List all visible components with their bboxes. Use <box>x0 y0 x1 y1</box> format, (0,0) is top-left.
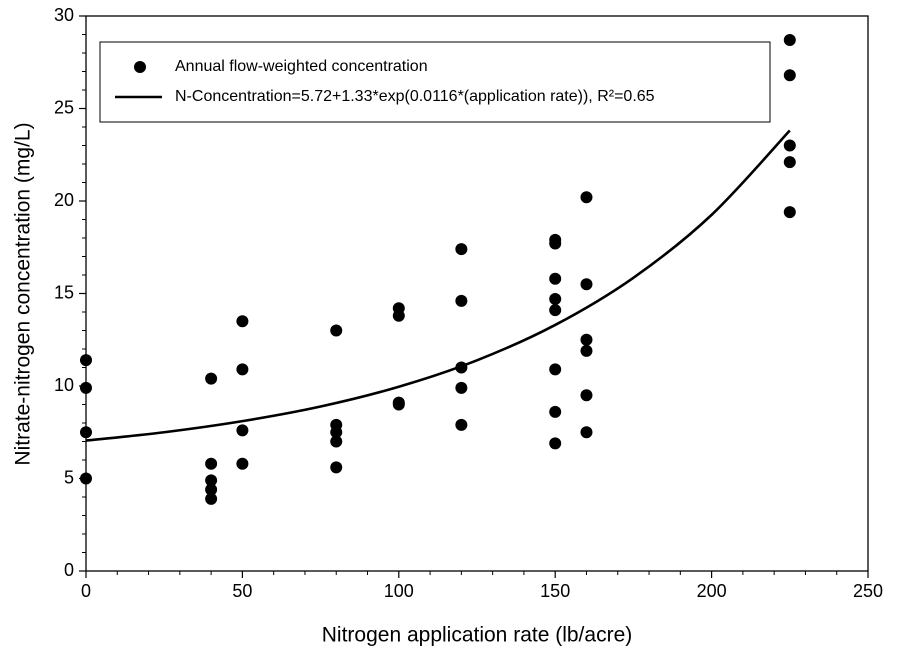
x-tick-label: 150 <box>540 581 570 601</box>
y-tick-label: 5 <box>64 467 74 487</box>
data-point <box>549 293 562 306</box>
data-point <box>549 405 562 418</box>
data-point <box>783 206 796 219</box>
data-point <box>330 435 343 448</box>
data-point <box>580 191 593 204</box>
legend-label: N-Concentration=5.72+1.33*exp(0.0116*(ap… <box>175 88 655 105</box>
data-point <box>783 69 796 82</box>
data-point <box>580 389 593 402</box>
data-point <box>580 278 593 291</box>
x-tick-label: 50 <box>232 581 252 601</box>
data-point <box>549 363 562 376</box>
legend: Annual flow-weighted concentration N-Conc… <box>99 41 771 123</box>
data-point <box>80 472 92 485</box>
data-point <box>80 426 92 439</box>
data-point <box>80 354 92 367</box>
data-point <box>205 492 218 505</box>
y-tick-label: 10 <box>54 375 74 395</box>
data-point <box>205 483 218 496</box>
data-point <box>236 457 249 470</box>
data-point <box>205 474 218 487</box>
data-point <box>330 324 343 337</box>
y-axis-title: Nitrate-nitrogen concentration (mg/L) <box>12 122 35 465</box>
y-tick-label: 25 <box>54 97 74 117</box>
data-point <box>455 418 468 431</box>
data-point <box>549 437 562 450</box>
data-point <box>205 457 218 470</box>
x-tick-label: 250 <box>853 581 883 601</box>
x-tick-label: 200 <box>697 581 727 601</box>
x-tick-label: 0 <box>81 581 91 601</box>
legend-label: Annual flow-weighted concentration <box>175 58 428 75</box>
data-point <box>80 381 92 394</box>
y-tick-label: 0 <box>64 560 74 580</box>
data-point <box>549 272 562 285</box>
data-point <box>549 237 562 250</box>
data-point <box>392 398 405 411</box>
data-point <box>580 344 593 357</box>
legend-marker <box>134 61 146 73</box>
data-point <box>455 243 468 256</box>
data-point <box>455 294 468 307</box>
data-point <box>330 426 343 439</box>
data-point <box>783 139 796 152</box>
data-point <box>783 34 796 47</box>
y-tick-label: 30 <box>54 5 74 25</box>
y-tick-label: 15 <box>54 282 74 302</box>
data-point <box>236 315 249 328</box>
data-point <box>580 333 593 346</box>
data-point <box>330 461 343 474</box>
data-point <box>205 372 218 385</box>
data-point <box>392 309 405 322</box>
x-axis-title: Nitrogen application rate (lb/acre) <box>322 624 633 647</box>
data-point <box>783 156 796 169</box>
x-tick-label: 100 <box>384 581 414 601</box>
data-point <box>549 304 562 317</box>
data-point <box>236 424 249 437</box>
data-point <box>236 363 249 376</box>
data-point <box>455 381 468 394</box>
fit-line <box>85 129 791 442</box>
legend-box <box>99 41 771 123</box>
data-point <box>580 426 593 439</box>
y-tick-label: 20 <box>54 190 74 210</box>
